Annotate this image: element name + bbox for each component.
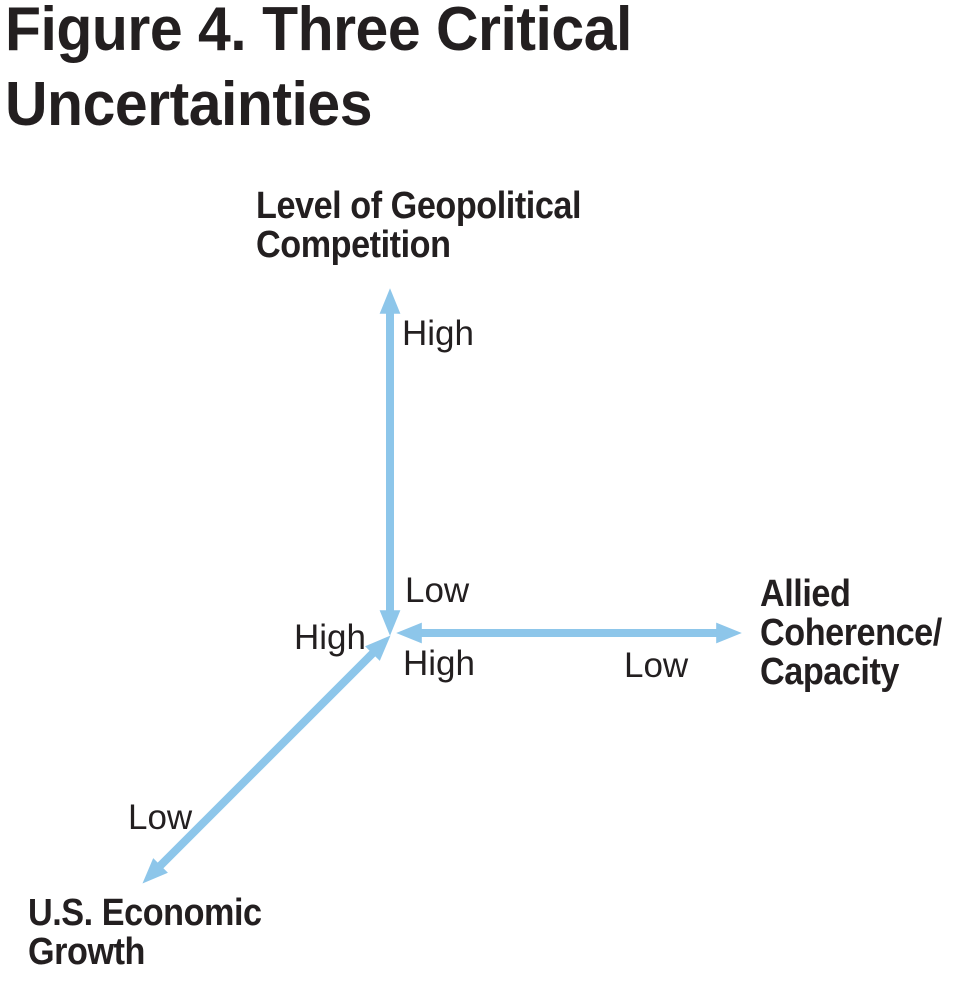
geopolitical-high-label: High [402,314,474,353]
axis-title-allied-line1: Allied [760,573,851,615]
figure-title-line2: Uncertainties [5,70,372,139]
axis-title-allied: Allied Coherence/ Capacity [760,575,942,692]
economic-axis-arrow [142,635,391,884]
allied-low-label: Low [624,646,689,685]
axis-title-economic-line1: U.S. Economic [28,892,262,934]
allied-high-label: High [403,644,475,683]
axis-title-geopolitical-line1: Level of Geopolitical [256,185,582,227]
figure-title-line1: Figure 4. Three Critical [5,0,632,64]
economic-high-label: High [294,618,366,657]
axis-title-allied-line2: Coherence/ [760,612,942,654]
economic-low-label: Low [128,798,193,837]
axis-title-geopolitical: Level of Geopolitical Competition [256,187,581,265]
axis-title-economic: U.S. Economic Growth [28,894,262,972]
axis-title-economic-line2: Growth [28,931,145,973]
figure-title: Figure 4. Three Critical Uncertainties [5,0,632,142]
geopolitical-low-label: Low [405,571,470,610]
axis-title-allied-line3: Capacity [760,651,899,693]
axis-title-geopolitical-line2: Competition [256,224,451,266]
